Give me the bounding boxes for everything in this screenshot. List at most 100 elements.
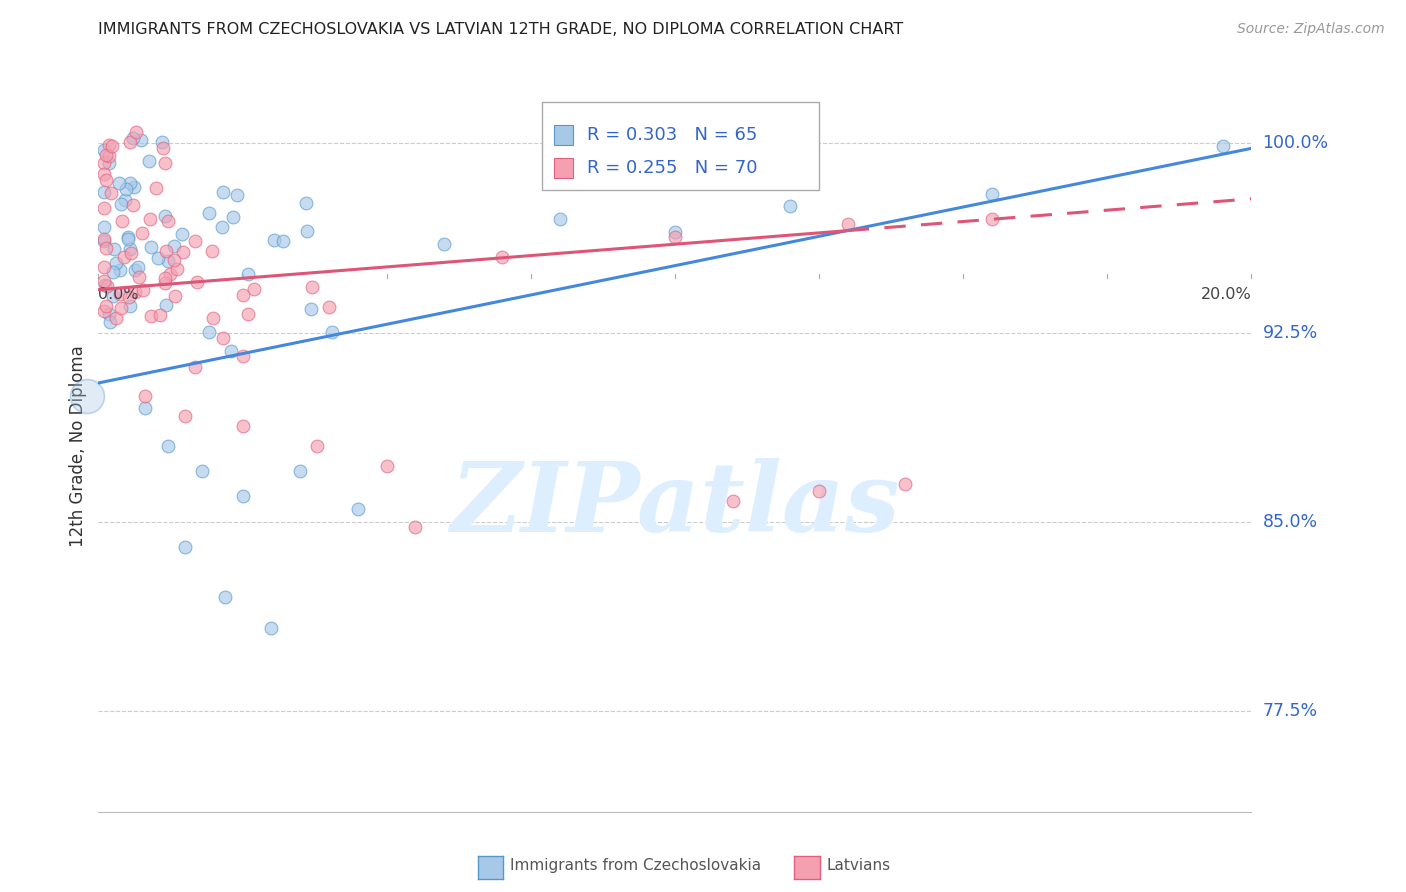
- Point: [120, 176, 142, 190]
- Text: 77.5%: 77.5%: [1263, 702, 1317, 720]
- Point: [93, 234, 115, 248]
- Point: [118, 135, 141, 149]
- Point: [105, 311, 128, 326]
- Point: [104, 256, 127, 270]
- Point: [375, 459, 398, 474]
- Point: [100, 186, 122, 200]
- Point: [290, 464, 312, 478]
- Point: [98, 155, 121, 169]
- Point: [894, 476, 917, 491]
- Bar: [554, 158, 574, 178]
- Point: [103, 265, 125, 279]
- Point: [491, 250, 513, 264]
- Point: [202, 310, 225, 325]
- Point: [191, 464, 214, 478]
- Point: [807, 484, 830, 499]
- Point: [134, 388, 156, 402]
- Point: [295, 224, 318, 238]
- Point: [156, 439, 179, 453]
- Point: [122, 197, 145, 211]
- Point: [121, 130, 143, 145]
- Point: [129, 133, 152, 147]
- Text: R = 0.255   N = 70: R = 0.255 N = 70: [588, 159, 758, 177]
- Text: Source: ZipAtlas.com: Source: ZipAtlas.com: [1237, 22, 1385, 37]
- Text: Immigrants from Czechoslovakia: Immigrants from Czechoslovakia: [510, 858, 762, 872]
- Point: [149, 309, 172, 323]
- Point: [122, 180, 145, 194]
- Point: [260, 621, 283, 635]
- Point: [162, 239, 184, 253]
- Point: [93, 201, 115, 215]
- Point: [131, 226, 153, 240]
- Point: [125, 125, 148, 139]
- Point: [153, 277, 176, 291]
- Point: [110, 197, 132, 211]
- Point: [155, 210, 177, 224]
- Point: [98, 307, 121, 321]
- Point: [120, 242, 142, 256]
- Text: 0.0%: 0.0%: [98, 287, 139, 302]
- Point: [201, 244, 224, 259]
- Point: [115, 182, 138, 196]
- Point: [124, 263, 146, 277]
- Point: [98, 137, 121, 152]
- Point: [128, 269, 150, 284]
- Point: [100, 315, 122, 329]
- Point: [76, 388, 98, 402]
- Point: [779, 199, 801, 213]
- Text: R = 0.303   N = 65: R = 0.303 N = 65: [588, 126, 758, 145]
- Point: [231, 418, 254, 433]
- Point: [152, 140, 174, 154]
- Point: [346, 502, 368, 516]
- Point: [108, 176, 131, 190]
- Point: [114, 193, 136, 207]
- Point: [152, 135, 174, 149]
- Point: [108, 263, 131, 277]
- Point: [94, 241, 117, 255]
- Point: [96, 278, 118, 293]
- Point: [138, 211, 160, 226]
- Point: [222, 210, 245, 224]
- Point: [100, 139, 122, 153]
- Point: [111, 214, 134, 228]
- Y-axis label: 12th Grade, No Diploma: 12th Grade, No Diploma: [69, 345, 87, 547]
- Point: [232, 349, 254, 363]
- Point: [93, 219, 115, 234]
- Point: [321, 325, 343, 339]
- Point: [118, 299, 141, 313]
- Point: [271, 235, 294, 249]
- Point: [94, 299, 117, 313]
- Point: [124, 285, 146, 299]
- Point: [117, 230, 139, 244]
- Text: ZIPatlas: ZIPatlas: [450, 458, 900, 551]
- Bar: [543, 103, 818, 190]
- Point: [93, 167, 115, 181]
- Point: [163, 289, 186, 303]
- Point: [211, 219, 233, 234]
- Point: [103, 242, 125, 256]
- Point: [94, 148, 117, 162]
- Point: [93, 143, 115, 157]
- Point: [231, 287, 254, 301]
- Point: [159, 267, 181, 281]
- Bar: [554, 125, 574, 145]
- Point: [307, 439, 329, 453]
- Point: [225, 187, 247, 202]
- Point: [156, 213, 179, 227]
- Point: [94, 173, 117, 187]
- Point: [263, 233, 285, 247]
- Point: [146, 251, 169, 265]
- Point: [548, 212, 571, 227]
- Point: [110, 301, 132, 315]
- Point: [120, 245, 142, 260]
- Point: [155, 298, 177, 312]
- Point: [138, 154, 160, 169]
- Point: [172, 244, 194, 259]
- Text: Latvians: Latvians: [827, 858, 891, 872]
- Point: [134, 401, 156, 416]
- Point: [981, 212, 1004, 227]
- Point: [837, 217, 859, 231]
- Point: [299, 301, 322, 316]
- Point: [153, 156, 176, 170]
- Point: [93, 274, 115, 288]
